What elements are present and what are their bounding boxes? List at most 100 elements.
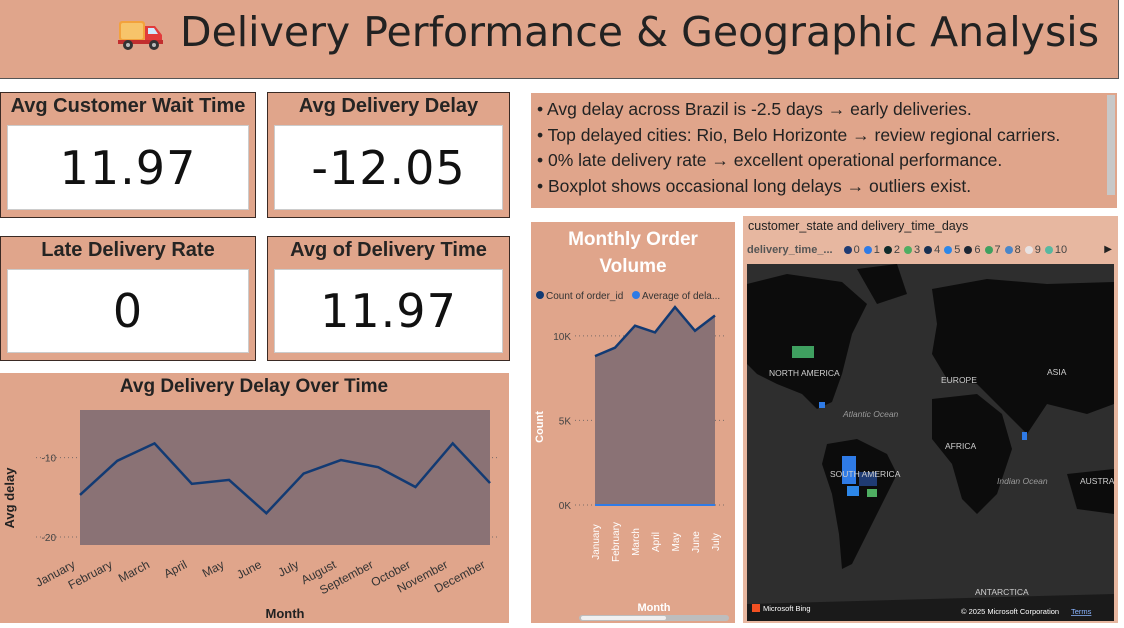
landmass-africa: [932, 394, 1012, 514]
y-tick-label: 10K: [553, 332, 571, 343]
landmass-eurasia: [932, 279, 1114, 434]
legend-label: 7: [994, 244, 1001, 256]
kpi-title: Avg Delivery Delay: [298, 95, 479, 117]
kpi-value: 0: [112, 284, 144, 338]
legend-swatch: [1044, 246, 1053, 254]
chart-title: Avg Delivery Delay Over Time: [120, 376, 388, 397]
scrollbar[interactable]: [1107, 95, 1115, 195]
scrollbar-thumb[interactable]: [581, 616, 666, 620]
data-point[interactable]: [859, 472, 877, 486]
legend-swatch: [964, 246, 973, 254]
kpi-card-delivery-time[interactable]: Avg of Delivery Time 11.97: [267, 236, 510, 361]
legend-label: 3: [914, 244, 921, 256]
x-tick-label: March: [116, 557, 152, 585]
y-tick-label: 0K: [559, 501, 572, 512]
x-tick-label: April: [651, 532, 662, 552]
legend-swatch: [944, 246, 953, 254]
data-point[interactable]: [1022, 432, 1027, 440]
legend-swatch: [863, 246, 872, 254]
map-legend: delivery_time_... 0 1 2 3 4 5 6 7 8 9 10: [747, 244, 1067, 256]
map-label: SOUTH AMERICA: [830, 469, 901, 479]
world-map[interactable]: NORTH AMERICA EUROPE ASIA Atlantic Ocean…: [747, 264, 1114, 621]
page-title: Delivery Performance & Geographic Analys…: [180, 8, 1100, 56]
count-area[interactable]: [595, 307, 715, 505]
map-label: ANTARCTICA: [975, 587, 1029, 597]
data-point[interactable]: [867, 489, 877, 497]
y-tick-label: 5K: [559, 416, 572, 427]
map-label: Atlantic Ocean: [842, 409, 899, 419]
landmass-north-america: [747, 274, 867, 409]
kpi-card-delivery-delay[interactable]: Avg Delivery Delay -12.05: [267, 92, 510, 218]
x-tick-label: July: [711, 533, 722, 551]
legend-swatch: [1004, 246, 1013, 254]
legend-swatch: [984, 246, 993, 254]
chart-title-line2: Volume: [599, 256, 666, 277]
legend-swatch-average: [632, 291, 640, 299]
x-tick-label: May: [200, 557, 227, 580]
delivery-truck-icon: [118, 14, 164, 59]
legend-label-count: Count of order_id: [546, 291, 623, 302]
x-tick-label: June: [691, 531, 702, 553]
x-axis-title: Month: [638, 602, 671, 614]
map-attribution: Microsoft Bing: [763, 604, 811, 613]
data-point[interactable]: [842, 456, 856, 484]
legend-label: 6: [974, 244, 981, 256]
data-point[interactable]: [819, 402, 825, 408]
x-tick-label: April: [161, 557, 189, 581]
landmass-antarctica: [747, 594, 1114, 621]
legend-label: 5: [954, 244, 961, 256]
kpi-value: -12.05: [311, 140, 466, 195]
legend-swatch: [924, 246, 933, 254]
x-tick-label: July: [276, 557, 301, 579]
x-axis-title: Month: [266, 606, 305, 621]
kpi-card-wait-time[interactable]: Avg Customer Wait Time 11.97: [0, 92, 256, 218]
insight-item: • Top delayed cities: Rio, Belo Horizont…: [537, 124, 1061, 145]
x-tick-label: February: [611, 522, 622, 562]
landmass-greenland: [857, 264, 907, 304]
legend-label: 9: [1034, 244, 1041, 256]
y-axis-title: Count: [534, 411, 546, 443]
map-label: ASIA: [1047, 367, 1067, 377]
map-terms-link[interactable]: Terms: [1071, 607, 1092, 616]
insight-item: • Boxplot shows occasional long delays →…: [537, 175, 972, 196]
kpi-value: 11.97: [59, 140, 197, 195]
data-point[interactable]: [847, 486, 859, 496]
map-title: customer_state and delivery_time_days: [748, 219, 969, 233]
count-line[interactable]: [594, 305, 716, 358]
insights-textbox[interactable]: • Avg delay across Brazil is -2.5 days →…: [531, 93, 1117, 208]
bing-logo-icon: [752, 604, 760, 612]
landmass-australia: [1067, 469, 1114, 514]
legend-next-arrow-icon[interactable]: ▶: [1104, 244, 1112, 255]
chart-title-line1: Monthly Order: [568, 229, 698, 250]
legend-label: 1: [873, 244, 880, 256]
kpi-value: 11.97: [320, 284, 457, 338]
landmass-south-america: [822, 439, 897, 569]
kpi-card-late-rate[interactable]: Late Delivery Rate 0: [0, 236, 256, 361]
x-tick-label: January: [591, 524, 602, 560]
kpi-title: Late Delivery Rate: [41, 239, 215, 261]
legend-swatch: [843, 246, 852, 254]
monthly-order-volume-chart[interactable]: Monthly Order Volume Count of order_id A…: [531, 222, 735, 623]
legend-label: 2: [893, 244, 901, 256]
legend-label-average: Average of dela...: [642, 291, 720, 302]
insight-item: • Avg delay across Brazil is -2.5 days →…: [537, 99, 972, 119]
header-banner: Delivery Performance & Geographic Analys…: [0, 0, 1119, 79]
y-axis-title: Avg delay: [2, 467, 17, 529]
avg-delay-line[interactable]: [79, 441, 491, 515]
data-point[interactable]: [792, 346, 814, 358]
legend-label: 4: [934, 244, 941, 256]
legend-label: 0: [853, 244, 860, 256]
legend-swatch-count: [536, 291, 544, 299]
y-tick-label: -20: [42, 533, 57, 544]
legend-label: 10: [1054, 244, 1068, 256]
map-label: NORTH AMERICA: [769, 368, 840, 378]
map-label: AFRICA: [945, 441, 977, 451]
chart-plot-band: [80, 410, 490, 545]
legend-swatch: [1024, 246, 1033, 254]
delay-over-time-chart[interactable]: Avg Delivery Delay Over Time -10 -20 Janu…: [0, 373, 509, 623]
x-tick-label: June: [234, 557, 264, 582]
customer-state-map[interactable]: customer_state and delivery_time_days de…: [743, 216, 1118, 623]
legend-swatch: [883, 246, 892, 254]
x-tick-label: March: [631, 528, 642, 556]
map-label: Indian Ocean: [997, 476, 1048, 486]
